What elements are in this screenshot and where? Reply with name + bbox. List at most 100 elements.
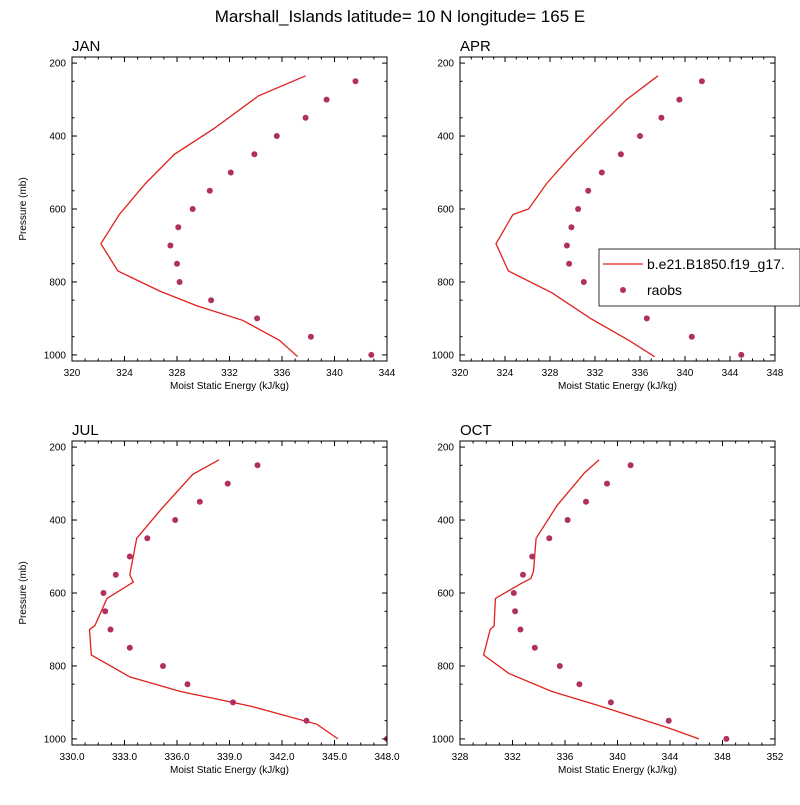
raobs-point (126, 644, 133, 651)
panel-jan: JAN 320 324 328 332 336 340 344 200 400 600 800 1000… (18, 38, 396, 392)
raobs-point (531, 644, 538, 651)
raobs-point (307, 333, 314, 340)
raobs-point (627, 462, 634, 469)
raobs-point (102, 608, 109, 615)
y-tick-label: 1000 (44, 734, 67, 745)
plot-frame (71, 56, 388, 362)
x-tick-label: 320 (452, 368, 469, 379)
x-tick-label: 332 (587, 368, 604, 379)
raobs-point (352, 78, 359, 85)
raobs-point (107, 626, 114, 633)
y-tick-label: 800 (49, 277, 66, 288)
raobs-point (144, 535, 151, 542)
x-tick-label: 336 (274, 368, 291, 379)
y-tick-label: 1000 (44, 350, 67, 361)
x-tick-label: 328 (452, 752, 469, 763)
x-tick-label: 340 (326, 368, 343, 379)
raobs-point (273, 133, 280, 139)
x-axis-label: Moist Static Energy (kJ/kg) (558, 381, 677, 392)
x-tick-label: 333.0 (112, 752, 137, 763)
raobs-point (189, 206, 196, 212)
x-tick-label: 332 (504, 752, 521, 763)
x-tick-label: 324 (116, 368, 133, 379)
raobs-point (517, 626, 524, 633)
y-tick-label: 400 (437, 132, 454, 143)
y-tick-label: 400 (437, 516, 454, 527)
x-tick-label: 348.0 (374, 752, 399, 763)
raobs-point (723, 735, 730, 742)
panel-oct: OCT 328 332 336 340 344 348 352 200 400 600 800 1000… (432, 422, 784, 776)
y-tick-label: 800 (49, 661, 66, 672)
raobs-point (617, 151, 624, 158)
raobs-point (160, 663, 166, 669)
model-line (100, 75, 306, 358)
raobs-point (738, 351, 745, 358)
raobs-point (563, 242, 570, 249)
y-tick-label: 400 (49, 132, 66, 143)
raobs-point (546, 535, 553, 542)
x-tick-label: 344 (722, 368, 739, 379)
raobs-point (206, 187, 213, 194)
chart-title: Marshall_Islands latitude= 10 N longitud… (215, 7, 585, 26)
raobs-point (529, 553, 536, 560)
raobs-point (172, 517, 179, 523)
raobs-point (302, 114, 309, 121)
y-tick-label: 200 (437, 443, 454, 454)
y-axis-label: Pressure (mb) (18, 561, 29, 624)
legend-entry-model: b.e21.B1850.f19_g17. (647, 256, 785, 272)
y-tick-label: 200 (437, 59, 454, 70)
raobs-point (323, 96, 330, 103)
x-tick-label: 320 (64, 368, 81, 379)
raobs-point (512, 608, 519, 615)
raobs-point (227, 169, 234, 176)
x-tick-label: 336 (557, 752, 574, 763)
panel-apr: APR 320 324 328 332 336 340 344 348 200 400 600 800 1… (432, 38, 784, 392)
raobs-point (196, 498, 203, 505)
raobs-point (688, 333, 695, 340)
raobs-point (174, 260, 180, 267)
x-tick-label: 336 (632, 368, 649, 379)
raobs-point (643, 315, 650, 322)
raobs-point (604, 480, 610, 487)
raobs-point (576, 681, 583, 688)
plot-frame (459, 440, 776, 746)
raobs-point (658, 114, 665, 121)
raobs-point (112, 571, 119, 578)
y-tick-label: 200 (49, 443, 66, 454)
y-tick-label: 600 (437, 205, 454, 216)
panel-title-oct: OCT (460, 422, 492, 439)
raobs-point (510, 590, 517, 596)
x-tick-label: 332 (221, 368, 238, 379)
raobs-point (568, 224, 575, 231)
raobs-point (176, 279, 183, 285)
y-tick-label: 400 (49, 516, 66, 527)
raobs-point (520, 571, 526, 578)
raobs-point (676, 96, 683, 103)
y-tick-label: 1000 (432, 734, 455, 745)
raobs-point (583, 498, 589, 505)
x-tick-label: 344 (379, 368, 396, 379)
raobs-point (100, 590, 107, 596)
raobs-point (254, 462, 261, 469)
raobs-point (637, 133, 643, 139)
raobs-point (184, 681, 191, 688)
legend: b.e21.B1850.f19_g17.raobs (598, 248, 800, 307)
y-tick-label: 1000 (432, 350, 455, 361)
raobs-point (175, 224, 182, 231)
x-tick-label: 336.0 (164, 752, 189, 763)
raobs-point (208, 297, 215, 304)
y-tick-label: 800 (437, 661, 454, 672)
model-line (482, 459, 700, 740)
raobs-point (230, 699, 236, 706)
model-line (88, 459, 339, 740)
plot-area (495, 75, 745, 358)
y-tick-label: 600 (437, 589, 454, 600)
model-line (495, 75, 659, 358)
panel-title-jan: JAN (72, 38, 100, 55)
x-tick-label: 324 (497, 368, 514, 379)
raobs-point (566, 260, 573, 267)
y-tick-label: 600 (49, 205, 66, 216)
raobs-point (251, 151, 258, 158)
legend-entry-raobs: raobs (647, 282, 682, 298)
